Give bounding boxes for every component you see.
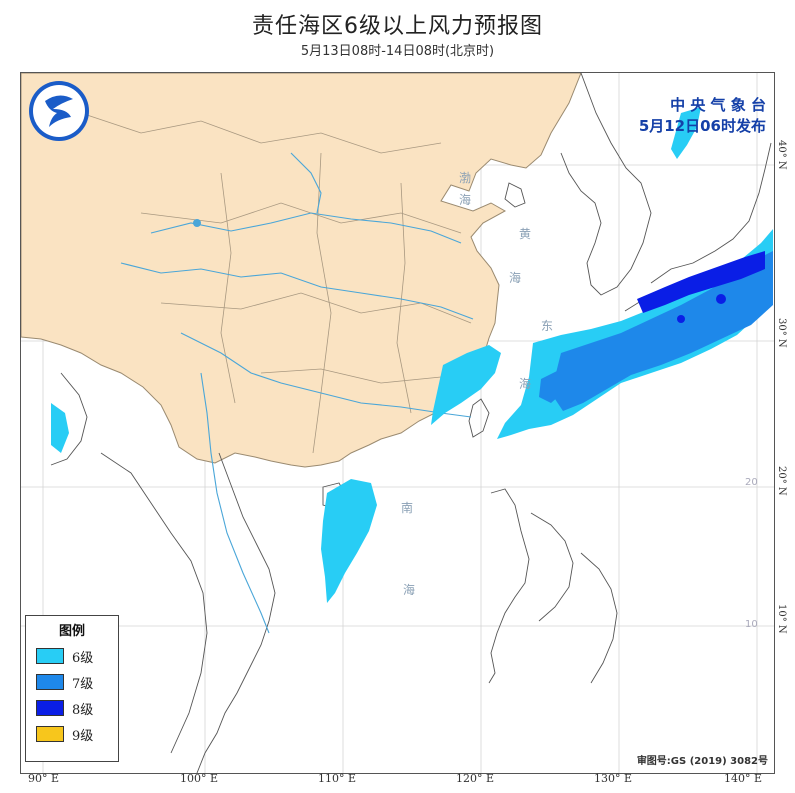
cma-logo-icon (29, 81, 89, 141)
inner-lat-10: 10 (745, 619, 758, 630)
legend-label-6: 6级 (72, 650, 94, 666)
lat-label-20: 20° N (776, 466, 787, 496)
sea-label-south-1: 南 (401, 501, 414, 515)
china-landmass (21, 73, 582, 468)
wind-zone-level-7 (539, 251, 773, 411)
issue-time: 5月12日06时发布 (638, 117, 766, 135)
rivers (120, 152, 474, 634)
legend-item-9: 9级 (26, 721, 118, 747)
lat-label-10: 10° N (776, 604, 787, 634)
forecast-map: 黄 海 东 海 南 海 渤 海 20 10 中 央 气 象 台 5月12日06时… (20, 72, 775, 774)
legend-swatch-6 (36, 648, 64, 664)
legend-item-7: 7级 (26, 669, 118, 695)
legend-swatch-9 (36, 726, 64, 742)
map-canvas (21, 73, 774, 773)
sea-label-east-1: 东 (541, 319, 554, 333)
legend-item-6: 6级 (26, 643, 118, 669)
legend-item-8: 8级 (26, 695, 118, 721)
sea-label-east-2: 海 (519, 377, 532, 391)
legend-box: 图例 6级 7级 8级 9级 (25, 615, 119, 762)
lat-label-30: 30° N (776, 318, 787, 348)
map-subtitle: 5月13日08时-14日08时(北京时) (300, 44, 495, 59)
map-title: 责任海区6级以上风力预报图 (252, 14, 543, 39)
legend-label-8: 8级 (72, 702, 94, 718)
lon-label-130: 130° E (594, 772, 633, 785)
map-approval-number: 审图号:GS (2019) 3082号 (636, 756, 768, 767)
sea-label-bohai-1: 渤 (459, 171, 472, 185)
sea-label-yellow-1: 黄 (519, 227, 532, 241)
sea-label-south-2: 海 (403, 583, 416, 597)
lon-label-120: 120° E (456, 772, 495, 785)
lon-label-100: 100° E (180, 772, 219, 785)
lat-label-40: 40° N (776, 140, 787, 170)
lon-label-110: 110° E (318, 772, 357, 785)
lon-label-90: 90° E (28, 772, 60, 785)
issuer-name: 中 央 气 象 台 (670, 96, 766, 114)
legend-swatch-7 (36, 674, 64, 690)
legend-label-9: 9级 (72, 728, 94, 744)
sea-label-yellow-2: 海 (509, 271, 522, 285)
sea-label-bohai-2: 海 (459, 193, 472, 207)
legend-swatch-8 (36, 700, 64, 716)
wind-zone-level-8 (637, 251, 765, 323)
issuer-block: 中 央 气 象 台 5月12日06时发布 (639, 95, 766, 137)
lon-label-140: 140° E (724, 772, 763, 785)
legend-label-7: 7级 (72, 676, 94, 692)
inner-lat-20: 20 (745, 477, 758, 488)
legend-title: 图例 (58, 624, 85, 639)
